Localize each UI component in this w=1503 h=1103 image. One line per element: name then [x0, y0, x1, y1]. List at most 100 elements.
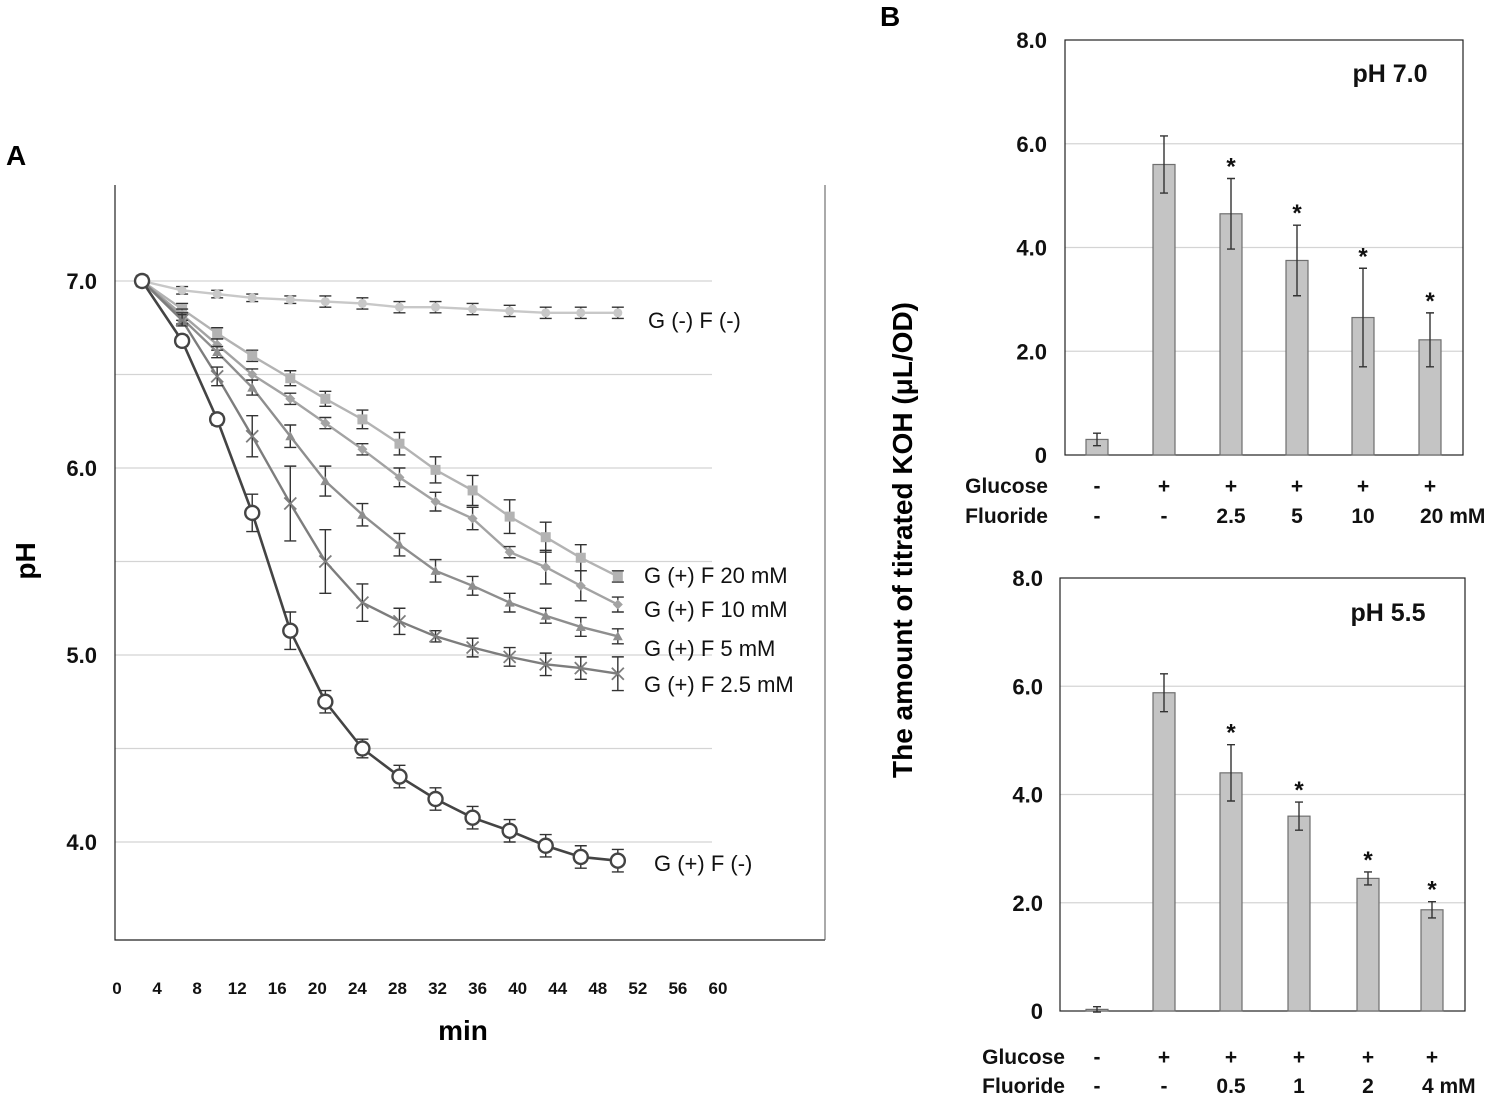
panel-a-series: [136, 276, 624, 320]
panel-b-error-bar: [1428, 900, 1436, 919]
panel-b-top-inset-title: pH 7.0: [1352, 60, 1427, 88]
panel-b-significance-marker: *: [1425, 288, 1435, 315]
panel-a-data-point: [540, 562, 551, 573]
panel-b-glucose-value: +: [1426, 1046, 1438, 1069]
panel-b-error-bar: [1359, 267, 1367, 368]
panel-a-series-line: [141, 279, 618, 314]
panel-a-series-label: G (-) F (-): [648, 308, 741, 333]
panel-a-data-point: [282, 622, 299, 639]
panel-a-data-point: [467, 485, 478, 496]
panel-a-data-point: [612, 631, 623, 641]
panel-b-top-frame: [1064, 39, 1464, 456]
panel-a-data-point: [320, 418, 331, 429]
panel-b-glucose-value: -: [1094, 475, 1101, 498]
panel-a-x-axis-title: min: [438, 1015, 488, 1046]
panel-a-data-point: [394, 472, 405, 483]
panel-a-data-point: [245, 429, 259, 443]
panel-a-series: [136, 276, 624, 613]
panel-a-data-point: [285, 373, 296, 384]
panel-a-x-tick-label: 48: [588, 979, 607, 998]
panel-a-data-point: [467, 513, 478, 524]
panel-a-y-tick-label: 6.0: [66, 456, 97, 481]
panel-a-data-point: [212, 347, 223, 357]
panel-b-glucose-row-label: Glucose: [982, 1046, 1065, 1069]
panel-a-data-point: [430, 496, 441, 507]
panel-a-data-point: [175, 313, 189, 327]
panel-a-data-point: [430, 464, 441, 475]
panel-b-fluoride-row-label: Fluoride: [965, 505, 1048, 528]
panel-a-data-point: [428, 629, 443, 643]
panel-b-significance-marker: *: [1226, 720, 1236, 747]
panel-a-series-label: G (+) F 5 mM: [644, 636, 775, 661]
panel-a-y-tick-label: 5.0: [66, 643, 97, 668]
panel-a-data-point: [504, 547, 515, 558]
panel-b-fluoride-value: -: [1161, 505, 1168, 528]
panel-a-data-point: [208, 411, 226, 428]
panel-b-fluoride-value: 10: [1351, 505, 1374, 528]
panel-b-y-tick-label: 8.0: [1012, 566, 1043, 591]
panel-a-data-point: [247, 382, 258, 392]
panel-b-error-bar: [1293, 224, 1301, 297]
panel-a-data-point: [357, 444, 368, 455]
panel-a-data-point: [394, 302, 404, 312]
panel-b-y-tick-label: 2.0: [1016, 339, 1047, 364]
panel-b-glucose-value: +: [1362, 1046, 1374, 1069]
panel-b-fluoride-value: 5: [1291, 505, 1303, 528]
panel-a-x-tick-label: 4: [152, 979, 162, 998]
panel-a-data-point: [575, 552, 586, 563]
panel-a-x-tick-label: 36: [468, 979, 487, 998]
panel-a-data-point: [501, 822, 518, 839]
panel-b-glucose-row-label: Glucose: [965, 475, 1048, 498]
panel-a-data-point: [247, 293, 257, 303]
panel-a-data-point: [540, 532, 551, 543]
panel-a-data-point: [318, 554, 332, 569]
panel-a-data-point: [430, 565, 441, 575]
panel-b-y-tick-label: 4.0: [1012, 783, 1043, 808]
panel-a-data-point: [392, 614, 407, 628]
panel-a-data-point: [212, 328, 223, 339]
panel-b-error-bar: [1227, 177, 1235, 250]
panel-a-data-point: [133, 272, 151, 290]
panel-a-data-point: [575, 580, 586, 591]
panel-a-data-point: [177, 285, 187, 295]
panel-a-data-point: [247, 350, 258, 361]
panel-a-data-point: [320, 393, 331, 404]
panel-a-data-point: [285, 295, 295, 305]
panel-a-data-point: [468, 304, 478, 314]
panel-b-glucose-value: +: [1225, 475, 1237, 498]
panel-a-data-point: [244, 504, 261, 522]
panel-b-bar: [1152, 163, 1176, 456]
panel-a-y-tick-label: 7.0: [66, 269, 97, 294]
panel-a-data-point: [572, 848, 589, 866]
panel-b-significance-marker: *: [1358, 243, 1368, 270]
panel-a-data-point: [537, 837, 554, 854]
panel-a-data-point: [173, 332, 191, 350]
panel-b-error-bar: [1093, 432, 1101, 447]
panel-b-bar: [1219, 772, 1243, 1012]
panel-a-data-point: [285, 393, 296, 404]
panel-b-y-tick-label: 8.0: [1016, 28, 1047, 53]
panel-a-data-point: [504, 511, 515, 522]
panel-a-data-point: [357, 509, 368, 519]
panel-a-data-point: [357, 298, 367, 308]
panel-b-glucose-value: -: [1094, 1046, 1101, 1069]
panel-a-data-point: [611, 667, 625, 681]
panel-a-data-point: [576, 308, 586, 318]
panel-b-fluoride-value: 4 mM: [1422, 1075, 1476, 1098]
panel-a-series-label: G (+) F 20 mM: [644, 563, 788, 588]
panel-a-label: A: [6, 140, 26, 171]
panel-a-data-point: [539, 657, 553, 671]
panel-b-error-bar: [1160, 135, 1168, 194]
panel-b-error-bar: [1227, 744, 1235, 802]
panel-b-glucose-value: +: [1424, 475, 1436, 498]
panel-b-glucose-value: +: [1158, 475, 1170, 498]
panel-a-data-point: [283, 496, 297, 511]
panel-a-data-point: [431, 302, 441, 312]
panel-a-data-point: [355, 596, 370, 610]
panel-b-significance-marker: *: [1292, 200, 1302, 227]
panel-b-fluoride-value: 2.5: [1216, 505, 1246, 528]
panel-a-data-point: [503, 650, 517, 664]
panel-b-glucose-value: +: [1158, 1046, 1170, 1069]
panel-b-y-tick-label: 0: [1035, 443, 1047, 468]
